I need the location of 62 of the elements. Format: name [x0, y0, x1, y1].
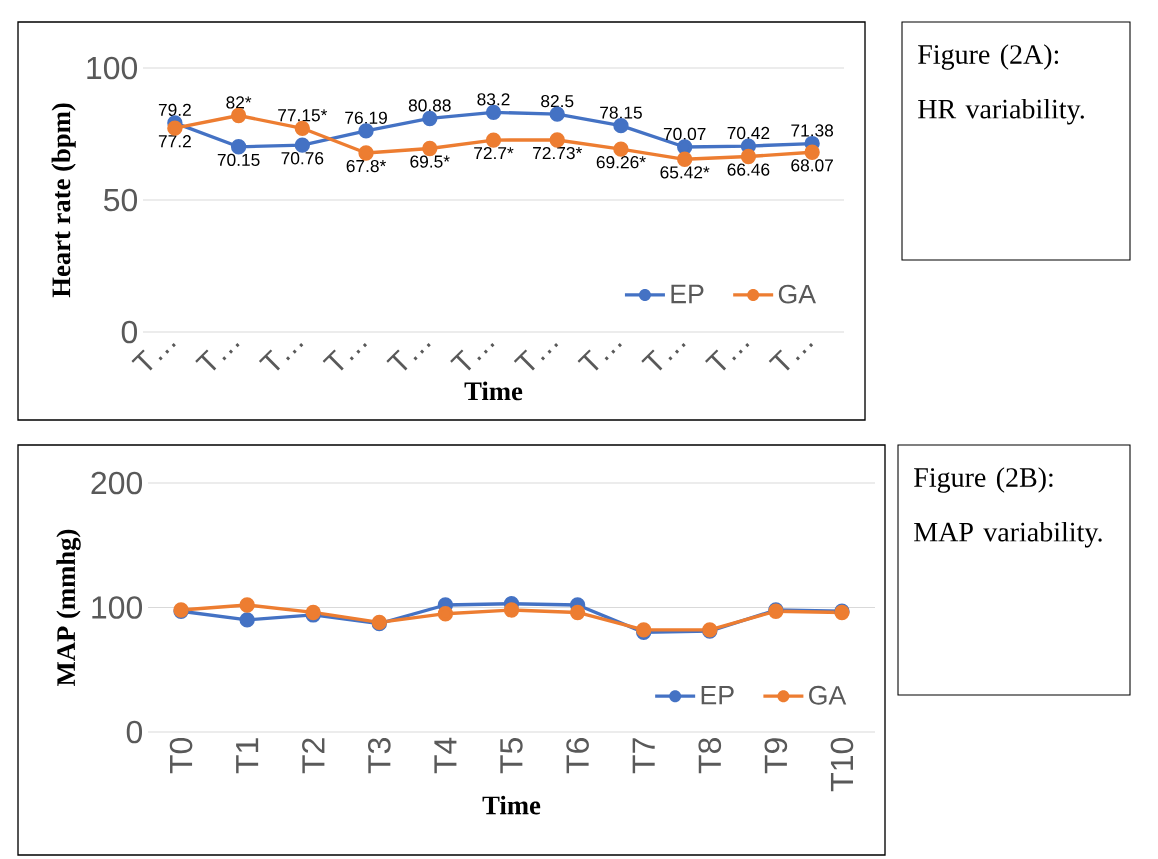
y-tick-label: 200 — [91, 471, 143, 495]
data-label: 77.15* — [278, 109, 328, 122]
x-tick-label: T10 — [830, 737, 854, 792]
x-tick-label: T1 — [236, 738, 259, 774]
text: Figure (2B): — [914, 467, 1053, 493]
x-tick-label: T0 — [169, 737, 193, 774]
data-label: 70.42 — [727, 126, 770, 140]
data-label: 68.07 — [791, 159, 833, 172]
text: Figure (2A): — [918, 44, 1059, 70]
data-label: 67.8* — [346, 159, 387, 173]
x-tick-label: T… — [322, 343, 368, 371]
text: HR variability. — [918, 98, 1084, 125]
y-tick-label: 0 — [121, 320, 138, 344]
x-axis-title: Time — [464, 381, 523, 401]
data-label: 71.38 — [791, 124, 834, 137]
x-tick-label: T7 — [632, 738, 655, 774]
x-tick-label: T… — [258, 343, 304, 371]
y-axis-title: Heart rate (bpm) — [51, 103, 76, 298]
x-tick-label: T4 — [434, 737, 457, 774]
data-label: 70.15 — [217, 153, 260, 166]
x-tick-label: T… — [768, 343, 814, 371]
data-label: 83.2 — [477, 93, 510, 106]
data-label: 66.46 — [727, 163, 770, 176]
x-tick-label: T6 — [566, 738, 589, 774]
x-axis-title: Time — [482, 795, 541, 815]
y-tick-label: 0 — [126, 720, 143, 744]
x-tick-label: T… — [705, 343, 750, 371]
x-tick-label: T… — [450, 343, 495, 371]
y-axis-title: MAP (mmhg) — [56, 529, 81, 686]
data-label: 65.42* — [660, 166, 710, 179]
data-label: 78.15 — [600, 106, 642, 119]
data-label: 69.5* — [410, 155, 450, 168]
x-tick-label: T… — [386, 343, 431, 371]
data-label: 82.5 — [541, 94, 574, 108]
x-tick-label: T… — [195, 343, 240, 371]
data-label: 77.2 — [158, 135, 191, 148]
legend-label: GA — [778, 284, 816, 304]
x-tick-label: T… — [577, 343, 622, 371]
data-label: 70.07 — [663, 127, 706, 141]
data-label: 79.2 — [158, 103, 191, 116]
x-tick-label: T… — [641, 343, 686, 371]
y-tick-label: 100 — [87, 56, 138, 80]
legend-label: EP — [701, 685, 734, 705]
x-tick-label: T… — [513, 343, 559, 371]
data-label: 69.26* — [596, 156, 646, 169]
data-label: 76.19 — [345, 111, 387, 124]
x-tick-label: T9 — [764, 738, 788, 774]
data-label: 72.7* — [474, 146, 514, 160]
data-label: 82* — [226, 96, 252, 109]
x-tick-label: T3 — [368, 738, 391, 774]
legend-label: EP — [671, 284, 704, 304]
data-label: 72.73* — [533, 146, 583, 160]
data-label: 80.88 — [408, 99, 451, 112]
data-label: 70.76 — [281, 152, 324, 165]
y-tick-label: 100 — [92, 596, 143, 619]
text: MAP variability. — [914, 521, 1102, 548]
x-tick-label: T… — [131, 343, 176, 371]
x-tick-label: T2 — [302, 738, 325, 774]
y-tick-label: 50 — [103, 188, 138, 212]
legend-label: GA — [809, 685, 847, 705]
x-tick-label: T5 — [500, 738, 523, 774]
x-tick-label: T8 — [698, 738, 722, 774]
